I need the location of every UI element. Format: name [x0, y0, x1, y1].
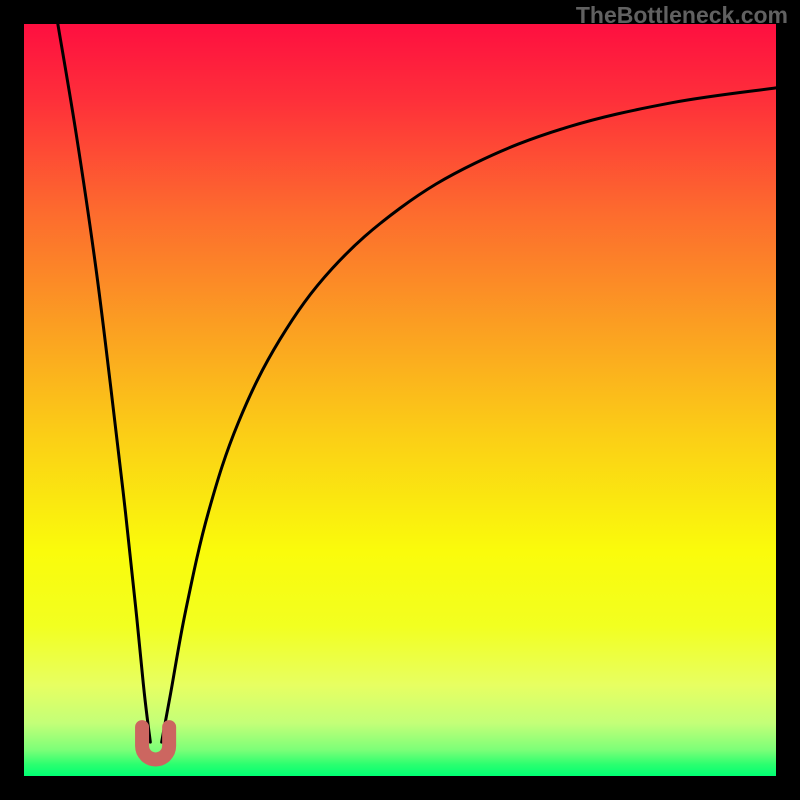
chart-svg	[24, 24, 776, 776]
plot-area	[24, 24, 776, 776]
watermark-attribution: TheBottleneck.com	[576, 2, 788, 29]
gradient-background	[24, 24, 776, 776]
